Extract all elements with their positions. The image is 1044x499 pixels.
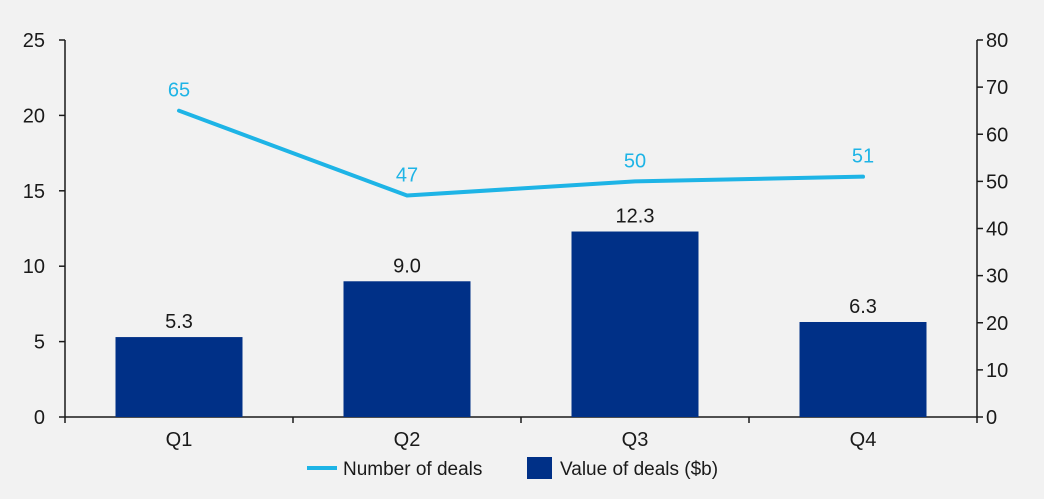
bar-q2 <box>343 281 471 417</box>
left-y-tick-label: 15 <box>23 181 45 203</box>
legend-label-number-of-deals: Number of deals <box>343 459 482 480</box>
bars-group <box>115 231 927 417</box>
bar-q3 <box>571 231 699 417</box>
line-value-label: 51 <box>852 146 874 168</box>
line-value-label: 65 <box>168 80 190 102</box>
left-y-tick-label: 0 <box>34 407 45 429</box>
legend: Number of deals Value of deals ($b) <box>307 457 718 480</box>
right-y-tick-label: 10 <box>986 360 1008 382</box>
right-y-tick-label: 50 <box>986 171 1008 193</box>
line-value-label: 50 <box>624 150 646 172</box>
left-y-tick-label: 10 <box>23 256 45 278</box>
data-labels-group: 5.3 9.0 12.3 6.3 65 47 50 51 <box>165 80 877 333</box>
bar-value-label: 12.3 <box>616 206 655 228</box>
bar-value-label: 6.3 <box>849 296 877 318</box>
bar-q1 <box>115 337 243 417</box>
right-y-tick-label: 60 <box>986 124 1008 146</box>
number-of-deals-line <box>177 108 865 198</box>
bar-value-label: 5.3 <box>165 311 193 333</box>
right-y-tick-label: 70 <box>986 77 1008 99</box>
x-tick-label: Q3 <box>622 429 649 451</box>
right-y-tick-label: 80 <box>986 30 1008 52</box>
left-y-tick-label: 5 <box>34 332 45 354</box>
line-series-group <box>177 108 865 198</box>
right-y-tick-label: 20 <box>986 313 1008 335</box>
x-tick-label: Q1 <box>166 429 193 451</box>
axes-group: 0 5 10 15 20 25 0 10 20 30 40 50 60 70 80 Q1 Q2 Q3 Q4 <box>23 30 1009 451</box>
line-value-label: 47 <box>396 165 418 187</box>
x-tick-label: Q4 <box>850 429 877 451</box>
left-y-tick-label: 20 <box>23 105 45 127</box>
right-y-tick-label: 30 <box>986 266 1008 288</box>
legend-box-swatch <box>527 457 552 479</box>
legend-label-value-of-deals: Value of deals ($b) <box>560 459 718 480</box>
bar-q4 <box>799 321 927 417</box>
right-y-tick-label: 0 <box>986 407 997 429</box>
bar-value-label: 9.0 <box>393 255 421 277</box>
right-y-tick-label: 40 <box>986 219 1008 241</box>
left-y-tick-label: 25 <box>23 30 45 52</box>
x-tick-label: Q2 <box>394 429 421 451</box>
